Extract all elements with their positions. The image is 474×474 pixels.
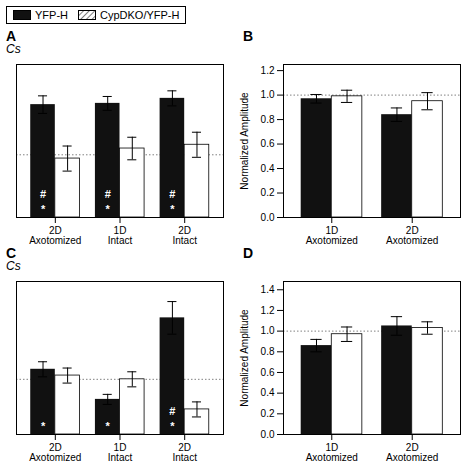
html-text:CypDKO/YFP-H: CypDKO/YFP-H	[100, 9, 180, 21]
svg-text:1DAxotomized: 1DAxotomized	[306, 442, 358, 463]
svg-text:1.2: 1.2	[261, 65, 275, 76]
svg-text:#: #	[169, 188, 175, 200]
svg-text:*: *	[106, 203, 111, 215]
svg-text:*: *	[170, 420, 175, 432]
svg-text:2DAxotomized: 2DAxotomized	[386, 225, 438, 246]
svg-text:0.8: 0.8	[261, 346, 275, 357]
svg-text:1DIntact: 1DIntact	[108, 442, 133, 463]
svg-text:1.0: 1.0	[261, 325, 275, 336]
svg-text:#: #	[40, 188, 46, 200]
svg-text:Normalized Amplitude: Normalized Amplitude	[239, 92, 250, 190]
svg-text:*: *	[41, 203, 46, 215]
svg-text:2DAxotomized: 2DAxotomized	[386, 442, 438, 463]
svg-text:0.4: 0.4	[261, 387, 275, 398]
svg-text:0.8: 0.8	[261, 114, 275, 125]
svg-text:0.2: 0.2	[261, 408, 275, 419]
html-text:B: B	[243, 28, 254, 44]
svg-text:1.4: 1.4	[261, 284, 275, 295]
html-text:Cs: Cs	[6, 259, 21, 273]
svg-text:#: #	[105, 188, 111, 200]
html-text:C: C	[6, 245, 17, 261]
svg-text:0.6: 0.6	[261, 138, 275, 149]
svg-text:#: #	[169, 405, 175, 417]
svg-text:1DAxotomized: 1DAxotomized	[306, 225, 358, 246]
svg-text:2DIntact: 2DIntact	[172, 442, 197, 463]
svg-text:Normalized Amplitude: Normalized Amplitude	[239, 309, 250, 407]
svg-text:0.2: 0.2	[261, 187, 275, 198]
svg-text:0.0: 0.0	[261, 212, 275, 223]
svg-text:2DAxotomized: 2DAxotomized	[29, 225, 81, 246]
svg-text:*: *	[170, 203, 175, 215]
html-text:YFP-H: YFP-H	[35, 9, 68, 21]
svg-text:*: *	[106, 420, 111, 432]
html-text:A: A	[6, 28, 17, 44]
svg-text:0.0: 0.0	[261, 429, 275, 440]
svg-text:2DAxotomized: 2DAxotomized	[29, 442, 81, 463]
html-text:Cs: Cs	[6, 42, 21, 56]
svg-text:2DIntact: 2DIntact	[172, 225, 197, 246]
svg-text:0.6: 0.6	[261, 367, 275, 378]
svg-text:*: *	[41, 420, 46, 432]
svg-text:1DIntact: 1DIntact	[108, 225, 133, 246]
svg-text:1.2: 1.2	[261, 305, 275, 316]
svg-text:1.0: 1.0	[261, 89, 275, 100]
html-text:D: D	[243, 245, 254, 261]
svg-text:0.4: 0.4	[261, 163, 275, 174]
